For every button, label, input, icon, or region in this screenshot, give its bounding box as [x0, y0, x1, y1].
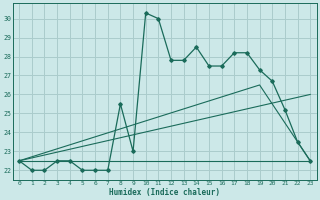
X-axis label: Humidex (Indice chaleur): Humidex (Indice chaleur) [109, 188, 220, 197]
